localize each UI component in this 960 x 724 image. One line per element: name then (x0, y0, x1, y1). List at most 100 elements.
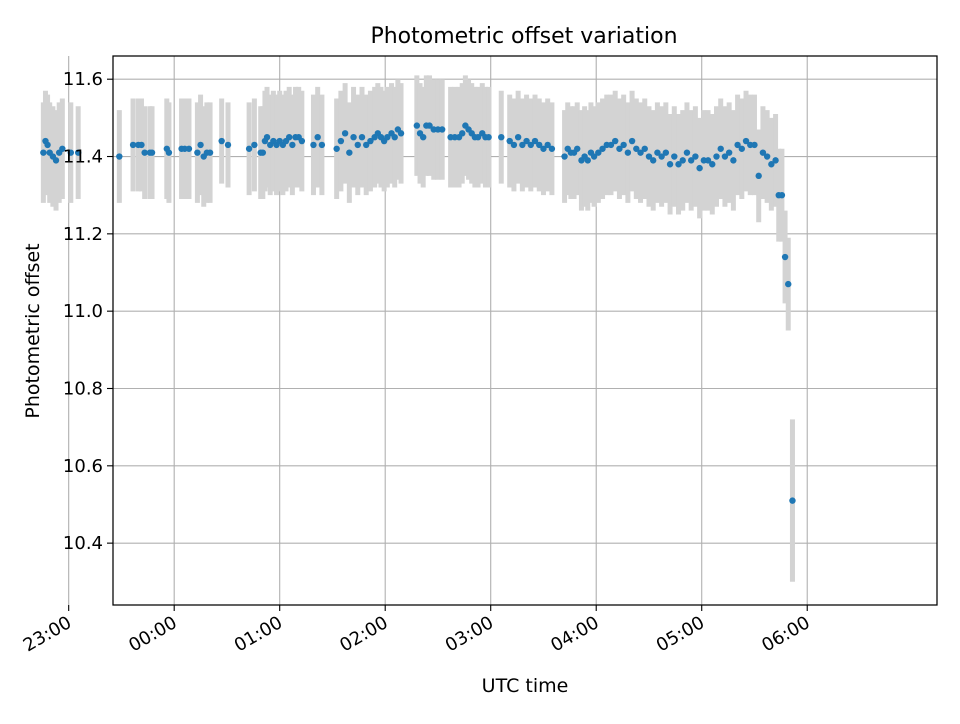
data-point (671, 153, 678, 160)
x-axis-ticks: 23:00 00:00 01:00 02:00 03:00 04:00 05:00 06:00 (20, 605, 814, 656)
data-point (781, 253, 789, 261)
data-point (561, 153, 568, 160)
data-point (165, 149, 173, 156)
data-point (519, 141, 526, 149)
data-point (333, 145, 340, 152)
data-point (74, 149, 82, 156)
x-tick-label: 23:00 (20, 612, 75, 656)
data-point (413, 122, 421, 129)
data-point (755, 172, 762, 180)
data-point (40, 149, 47, 156)
x-tick-label: 04:00 (547, 612, 602, 656)
data-point (548, 145, 556, 152)
data-point (709, 161, 716, 168)
data-point (206, 149, 214, 156)
y-tick-label: 11.6 (63, 69, 103, 90)
data-point (687, 157, 695, 164)
y-axis-ticks: 10.4 10.6 10.8 11.0 11.2 11.4 11.6 (63, 69, 113, 554)
data-point (141, 149, 148, 156)
data-point (590, 153, 598, 160)
x-tick-label: 00:00 (125, 612, 180, 656)
data-point (259, 149, 267, 156)
data-point (474, 133, 482, 141)
y-tick-label: 11.4 (63, 147, 103, 168)
data-point (138, 141, 145, 149)
data-point (459, 130, 466, 137)
data-point (574, 145, 581, 152)
data-point (649, 157, 657, 164)
data-point (658, 153, 665, 160)
y-tick-label: 11.2 (63, 224, 103, 245)
chart-title: Photometric offset variation (370, 24, 677, 49)
data-point (584, 157, 591, 164)
data-point (397, 130, 405, 137)
data-point (527, 141, 535, 149)
data-points (40, 122, 796, 504)
data-point (129, 141, 137, 149)
data-point (683, 149, 691, 156)
data-point (263, 133, 271, 141)
data-point (721, 153, 729, 160)
data-point (197, 141, 204, 149)
data-point (148, 149, 156, 156)
data-point (654, 149, 661, 156)
data-point (498, 133, 505, 141)
error-bars (40, 75, 795, 582)
data-point (772, 157, 779, 164)
data-point (59, 145, 66, 152)
data-point (768, 161, 775, 168)
data-point (696, 164, 703, 172)
data-point (599, 145, 606, 152)
data-point (52, 157, 60, 164)
data-point (358, 133, 366, 141)
data-point (289, 141, 296, 149)
data-point (510, 141, 518, 149)
data-point (116, 153, 123, 160)
data-point (620, 141, 627, 149)
data-point (506, 137, 513, 145)
data-point (285, 133, 293, 141)
data-point (391, 133, 398, 141)
data-point (616, 145, 623, 152)
data-point (734, 141, 741, 149)
data-point (595, 149, 602, 156)
data-point (350, 133, 357, 141)
data-point (346, 149, 353, 156)
data-point (341, 130, 349, 137)
data-point (245, 145, 253, 152)
data-point (419, 133, 427, 141)
x-tick-label: 01:00 (231, 612, 286, 656)
data-point (789, 497, 796, 504)
data-point (540, 145, 547, 152)
y-tick-label: 10.8 (63, 378, 103, 399)
data-point (725, 149, 733, 156)
data-point (645, 153, 653, 160)
data-point (624, 149, 632, 156)
data-point (536, 141, 543, 149)
y-axis-label: Photometric offset (22, 243, 44, 418)
data-point (666, 161, 674, 168)
data-point (662, 149, 670, 156)
data-point (354, 141, 361, 149)
data-point (679, 157, 686, 164)
data-point (531, 137, 539, 145)
data-point (742, 137, 750, 145)
x-tick-label: 03:00 (442, 612, 497, 656)
data-point (310, 141, 317, 149)
data-point (692, 153, 699, 160)
data-point (337, 137, 345, 145)
data-point (485, 133, 492, 141)
data-point (704, 157, 712, 164)
data-point (544, 141, 551, 149)
x-tick-label: 05:00 (653, 612, 708, 656)
y-tick-label: 10.4 (63, 533, 103, 554)
data-point (384, 133, 391, 141)
data-point (607, 141, 615, 149)
data-point (637, 149, 644, 156)
data-point (218, 137, 225, 145)
data-point (675, 161, 682, 168)
data-point (67, 149, 74, 156)
x-tick-label: 06:00 (758, 612, 813, 656)
